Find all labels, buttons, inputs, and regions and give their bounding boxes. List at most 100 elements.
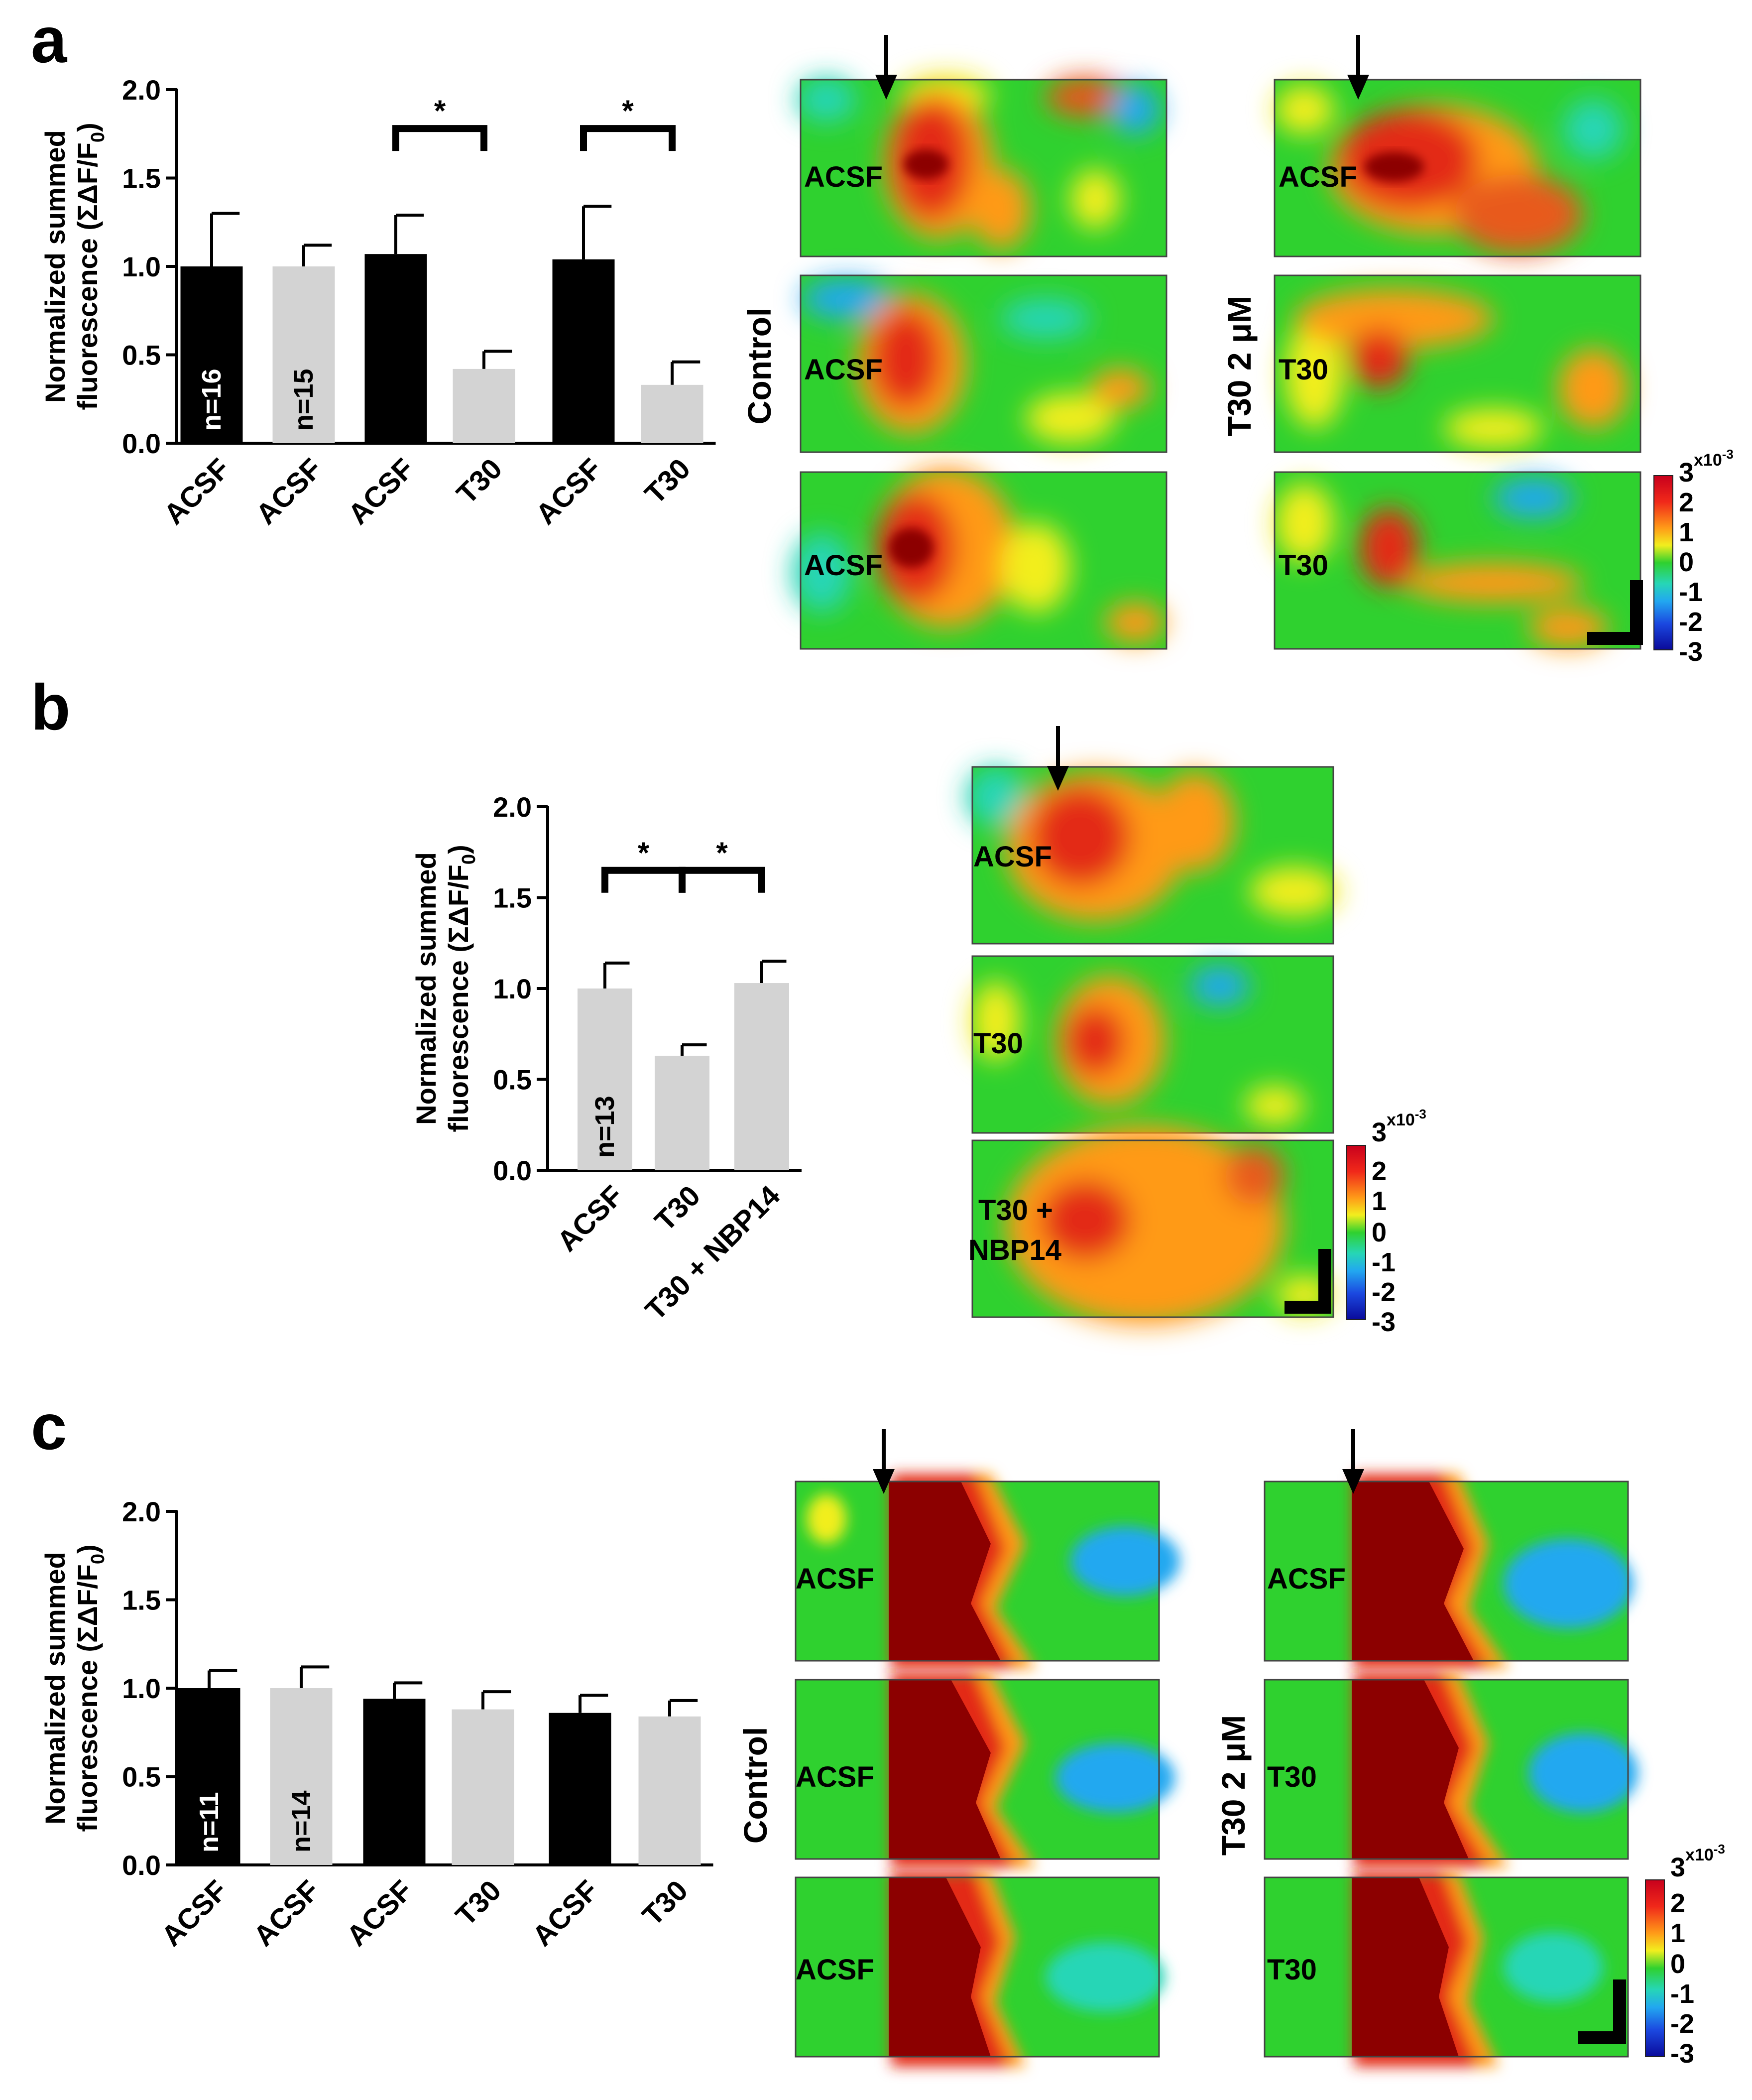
- heatmap-c-control-3: [795, 1872, 1165, 2067]
- x-tick-label: ACSF: [342, 452, 421, 531]
- heatmap-label: ACSF: [1279, 161, 1357, 193]
- scale-bar: [1285, 1249, 1331, 1314]
- bar: [578, 988, 632, 1170]
- significance-bracket: *: [601, 836, 686, 893]
- control-label-a: Control: [741, 308, 778, 425]
- y-tick-label: 1.5: [122, 163, 161, 194]
- colorbar-tick: 2: [1670, 1888, 1685, 1918]
- bar: [270, 1688, 333, 1865]
- bracket-line: [392, 125, 487, 151]
- heatmap-label: ACSF: [1267, 1563, 1346, 1595]
- x-tick-label: T30: [450, 1874, 508, 1932]
- heatmap-label: T30: [973, 1027, 1023, 1060]
- colorbar-tick: 1: [1679, 517, 1694, 547]
- significance-bracket: *: [679, 836, 765, 893]
- significance-bracket: *: [580, 94, 676, 151]
- bracket-line: [601, 866, 686, 893]
- colorbar-tick: -1: [1679, 577, 1703, 607]
- colorbar-tick: -3: [1679, 637, 1703, 667]
- colorbar-tick: -1: [1670, 1979, 1694, 2009]
- heatmap-a-control-3: [792, 468, 1168, 650]
- y-tick-label: 0.0: [493, 1155, 532, 1186]
- y-tick-label: 1.5: [493, 882, 532, 914]
- y-tick-label: 0.5: [493, 1064, 532, 1096]
- y-tick-label: 0.0: [122, 1850, 161, 1881]
- x-tick-label: T30: [451, 452, 509, 510]
- y-tick-label: 0.5: [122, 340, 161, 371]
- panel-label-b: b: [31, 671, 70, 743]
- bracket-line: [580, 125, 676, 151]
- y-axis-label: fluorescence (ΣΔF/F0): [72, 123, 109, 410]
- x-tick-label: ACSF: [155, 1874, 234, 1953]
- heatmap-a-t30-3: [1274, 471, 1641, 650]
- bar: [734, 983, 789, 1170]
- bar: [655, 1056, 709, 1170]
- y-axis-label: Normalized summed: [410, 852, 442, 1125]
- colorbar-tick: 1: [1372, 1186, 1387, 1216]
- t30-label-c: T30 2 μM: [1215, 1715, 1252, 1855]
- heatmap-label: T30: [1267, 1761, 1317, 1793]
- colorbar-a: 3 x10-3 2 1 0 -1 -2 -3: [1653, 447, 1734, 667]
- bar-chart-b: 0.0 0.5 1.0 1.5 2.0 Normalized summed fluoresc…: [410, 791, 802, 1327]
- y-tick-label: 1.5: [122, 1585, 161, 1616]
- heatmap-c-t30-3: [1264, 1872, 1629, 2067]
- scale-bar: [1587, 580, 1643, 645]
- bar: [638, 1716, 701, 1865]
- x-tick-label: T30: [636, 1874, 695, 1932]
- y-tick-label: 1.0: [493, 973, 532, 1004]
- x-tick-label: ACSF: [551, 1179, 630, 1258]
- panel-label-a: a: [31, 3, 68, 76]
- colorbar-tick: 2: [1679, 488, 1694, 517]
- colorbar-b: 3 x10-3 2 1 0 -1 -2 -3: [1346, 1107, 1426, 1337]
- y-tick-label: 2.0: [122, 1496, 161, 1527]
- x-tick-label: T30: [639, 452, 697, 510]
- n-label: n=13: [590, 1096, 620, 1158]
- bar: [364, 254, 427, 443]
- significance-star: *: [434, 94, 446, 127]
- y-tick-label: 1.0: [122, 251, 161, 282]
- heatmap-c-t30-2: [1264, 1673, 1638, 1867]
- colorbar-tick: 0: [1670, 1949, 1685, 1979]
- heatmap-label: T30: [1267, 1954, 1317, 1986]
- stimulus-arrow: [875, 35, 897, 100]
- heatmap-label: ACSF: [804, 161, 883, 193]
- colorbar-exponent: x10-3: [1387, 1107, 1426, 1129]
- y-tick-label: 1.0: [122, 1673, 161, 1704]
- y-axis-label: fluorescence (ΣΔF/F0): [72, 1544, 109, 1832]
- stimulus-arrow: [1347, 35, 1369, 100]
- colorbar-exponent: x10-3: [1694, 447, 1734, 470]
- n-label: n=11: [194, 1792, 224, 1853]
- significance-star: *: [716, 836, 728, 869]
- colorbar-tick: 0: [1679, 547, 1694, 577]
- heatmap-a-control-2: [800, 274, 1168, 453]
- n-label: n=15: [289, 369, 319, 431]
- bar: [552, 259, 615, 443]
- bar: [549, 1713, 611, 1865]
- heatmap-label: T30: [1279, 354, 1328, 386]
- bar: [272, 266, 335, 443]
- y-tick-label: 0.0: [122, 428, 161, 459]
- heatmap-b-1: [966, 766, 1339, 945]
- y-tick-label: 2.0: [493, 791, 532, 823]
- x-tick-label: ACSF: [530, 452, 608, 531]
- colorbar-tick: -2: [1679, 607, 1703, 637]
- bracket-line: [679, 866, 765, 893]
- y-tick-label: 2.0: [122, 74, 161, 106]
- colorbar-tick: -2: [1670, 2009, 1694, 2039]
- bar: [178, 1688, 240, 1865]
- x-tick-label: ACSF: [158, 452, 236, 531]
- x-tick-label: ACSF: [526, 1874, 605, 1953]
- colorbar-tick: -3: [1670, 2039, 1694, 2069]
- stimulus-arrow: [1047, 726, 1069, 791]
- heatmap-label: ACSF: [973, 841, 1052, 873]
- heatmap-label: ACSF: [796, 1563, 874, 1595]
- significance-star: *: [622, 94, 634, 127]
- bar: [363, 1699, 426, 1865]
- x-tick-label: ACSF: [341, 1874, 419, 1953]
- bar: [641, 384, 703, 443]
- colorbar-tick: 3: [1679, 458, 1694, 488]
- n-label: n=16: [197, 369, 227, 431]
- bar: [180, 266, 243, 443]
- stimulus-arrow: [1342, 1429, 1364, 1494]
